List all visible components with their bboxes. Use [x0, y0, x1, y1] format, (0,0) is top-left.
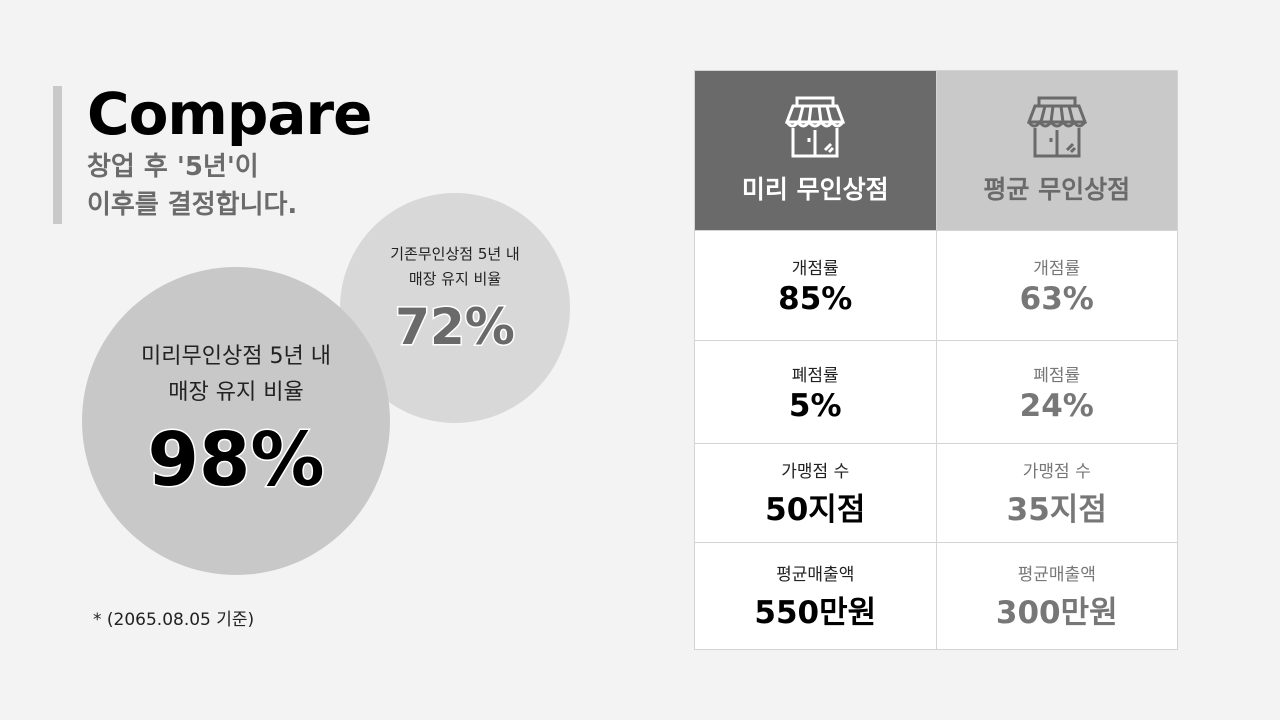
column-header-avg: 평균 무인상점: [935, 70, 1178, 231]
table-row: 개점률 85% 개점률 63%: [694, 230, 1178, 341]
row-label: 폐점률: [1033, 365, 1081, 386]
miri-store-circle: 미리무인상점 5년 내 매장 유지 비율 98%: [82, 267, 390, 575]
miri-value: 50지점: [765, 492, 866, 528]
row-label: 가맹점 수: [1022, 462, 1091, 482]
avg-value: 24%: [1019, 387, 1094, 424]
table-row: 폐점률 5% 폐점률 24%: [694, 340, 1178, 444]
column-header-miri: 미리 무인상점: [694, 70, 937, 231]
column-title-miri: 미리 무인상점: [741, 174, 889, 204]
miri-value: 550만원: [754, 595, 877, 631]
footnote: * (2065.08.05 기준): [93, 610, 255, 630]
row-label: 평균매출액: [776, 565, 855, 585]
avg-value: 35지점: [1006, 492, 1107, 528]
row-label: 평균매출액: [1017, 565, 1096, 585]
miri-value: 85%: [778, 281, 853, 317]
row-label: 개점률: [1033, 259, 1081, 279]
miri-circle-label: 미리무인상점 5년 내 매장 유지 비율: [141, 344, 331, 405]
avg-value: 63%: [1019, 281, 1094, 317]
miri-value: 5%: [788, 387, 842, 424]
accent-bar: [53, 86, 62, 224]
page-subtitle: 창업 후 '5년'이 이후를 결정합니다.: [87, 152, 298, 220]
avg-value: 300만원: [995, 595, 1118, 631]
storefront-icon: [785, 96, 846, 157]
row-label: 가맹점 수: [781, 462, 850, 482]
table-row: 평균매출액 550만원 평균매출액 300만원: [694, 542, 1178, 650]
column-title-avg: 평균 무인상점: [983, 174, 1131, 204]
comparison-table: 미리 무인상점 평균 무인상점 개점률 85% 개점률 63% 폐점률 5% 폐점률 2…: [694, 70, 1178, 650]
page-title: Compare: [87, 80, 372, 148]
table-row: 가맹점 수 50지점 가맹점 수 35지점: [694, 443, 1178, 543]
miri-circle-value: 98%: [146, 416, 326, 505]
row-label: 개점률: [791, 259, 839, 279]
existing-circle-label: 기존무인상점 5년 내 매장 유지 비율: [390, 245, 520, 288]
existing-circle-value: 72%: [394, 297, 517, 358]
row-label: 폐점률: [791, 365, 839, 386]
storefront-icon: [1026, 96, 1087, 157]
